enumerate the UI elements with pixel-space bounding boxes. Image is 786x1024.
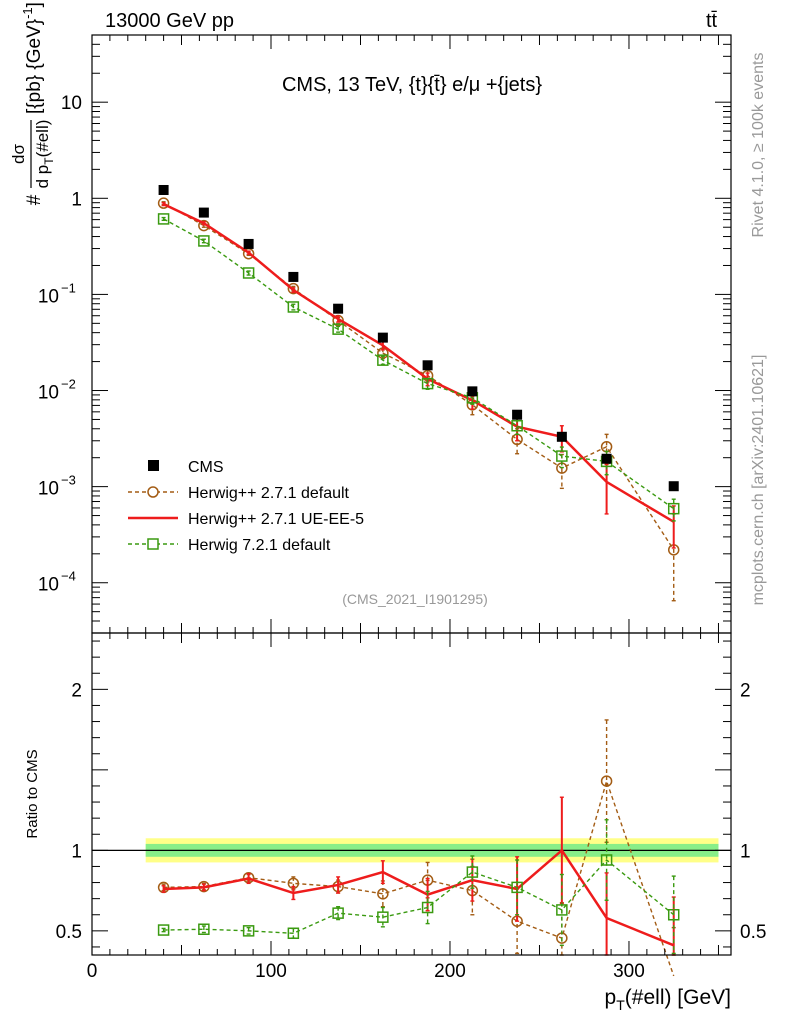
ratio-line-herwig7_default	[163, 859, 675, 934]
main-y-tick-exponent: −1	[61, 280, 76, 295]
main-point	[198, 235, 210, 247]
ratio-point	[198, 923, 210, 935]
main-data-point	[422, 360, 433, 371]
main-data-point	[668, 481, 679, 492]
ratio-point	[242, 925, 255, 937]
header-right: tt̄	[706, 10, 718, 32]
main-point	[511, 419, 523, 432]
main-point	[332, 323, 344, 335]
ratio-plot-area	[92, 838, 731, 863]
main-point	[287, 301, 300, 313]
ratio-y-tick-label-right: 1	[740, 841, 751, 862]
main-y-tick-label: 10 −2	[38, 377, 76, 404]
ratio-line-herwigpp_default	[163, 778, 675, 977]
main-y-tick-base: 10	[38, 286, 59, 307]
main-y-tick-label: 10 −1	[38, 280, 76, 307]
ratio-point	[511, 881, 523, 894]
ratio-y-tick-label: 2	[71, 680, 82, 701]
main-point	[667, 502, 680, 515]
ratio-point	[600, 854, 613, 866]
main-data-point	[556, 431, 567, 442]
ratio-series-herwig7_default	[157, 819, 680, 955]
main-data-point	[288, 271, 299, 282]
main-y-tick-label: 1	[71, 189, 82, 210]
ratio-frame	[91, 632, 732, 956]
ratio-line-herwigpp_ueee5	[163, 848, 675, 947]
x-tick-label: 0	[87, 961, 98, 982]
main-y-tick-label: 10	[61, 93, 82, 114]
main-y-tick-base: 10	[38, 479, 59, 500]
ratio-point	[556, 904, 568, 916]
ratio-point	[377, 911, 389, 923]
ylabel-units: [{pb} {GeV}-1]	[20, 2, 45, 114]
main-point	[242, 267, 255, 279]
main-y-axis-label-text: dσd pT(#ell) # [{pb} {GeV}-1]	[9, 2, 56, 205]
main-data-point	[158, 184, 169, 195]
main-point	[157, 197, 170, 209]
watermark-analysis-id: (CMS_2021_I1901295)	[342, 591, 488, 607]
main-point	[377, 354, 389, 366]
ratio-point	[667, 909, 680, 921]
legend-item-herwigpp_default: Herwig++ 2.7.1 default	[128, 485, 350, 502]
main-point	[287, 282, 300, 295]
main-y-tick-label: 10 −4	[38, 569, 76, 596]
x-tick-label: 200	[434, 961, 466, 982]
main-data-point	[377, 332, 388, 343]
main-line-herwig7_default	[163, 218, 675, 510]
main-point	[556, 450, 568, 462]
x-tick-label: 100	[255, 961, 287, 982]
main-data-point	[601, 453, 612, 464]
legend: CMS Herwig++ 2.7.1 default Herwig++ 2.7.1 …	[128, 459, 364, 554]
ratio-series-herwigpp_ueee5	[161, 796, 676, 956]
legend-item-herwig7_default: Herwig 7.2.1 default	[128, 537, 331, 554]
ratio-point	[466, 866, 479, 878]
ratio-point	[377, 888, 389, 900]
main-series	[157, 184, 680, 602]
ratio-point	[332, 907, 344, 919]
main-data-point	[333, 303, 344, 314]
legend-marker-data	[148, 460, 159, 471]
x-axis-label: pT(#ell) [GeV]	[605, 986, 731, 1013]
main-y-tick-base: 10	[38, 575, 59, 596]
ratio-y-tick-label-right: 0.5	[740, 922, 766, 943]
x-tick-label: 300	[613, 961, 645, 982]
rivet-version-label: Rivet 4.1.0, ≥ 100k events	[750, 53, 767, 238]
main-data-point	[467, 386, 478, 397]
main-y-tick-base: 10	[38, 383, 59, 404]
main-y-tick-exponent: −2	[61, 377, 76, 392]
legend-label: CMS	[188, 459, 224, 476]
main-point	[421, 377, 434, 390]
ratio-y-tick-label: 0.5	[56, 922, 82, 943]
mcplots-source-label: mcplots.cern.ch [arXiv:2401.10621]	[750, 355, 767, 606]
legend-label: Herwig++ 2.7.1 UE-EE-5	[188, 511, 364, 528]
ratio-y-tick-label-right: 2	[740, 680, 751, 701]
legend-marker	[147, 538, 159, 550]
legend-item-herwigpp_ueee5: Herwig++ 2.7.1 UE-EE-5	[128, 511, 364, 528]
ylabel-prefix: #	[24, 194, 45, 205]
ratio-point	[600, 775, 613, 787]
main-point	[157, 213, 170, 225]
legend-item-data: CMS	[148, 459, 224, 476]
main-title: CMS, 13 TeV, {t}{t̄} e/μ +{jets}	[282, 74, 542, 96]
legend-marker	[147, 486, 159, 498]
header-left: 13000 GeV pp	[105, 10, 234, 32]
legend-label: Herwig++ 2.7.1 default	[188, 485, 350, 502]
ratio-y-tick-label: 1	[71, 841, 82, 862]
ratio-point	[157, 924, 170, 936]
legend-label: Herwig 7.2.1 default	[188, 537, 331, 554]
main-data-point	[198, 207, 209, 218]
ylabel-denominator: d pT(#ell)	[33, 120, 56, 189]
ratio-y-axis-label: Ratio to CMS	[24, 749, 41, 838]
main-data-point	[243, 238, 254, 249]
ratio-point	[421, 901, 434, 914]
main-y-tick-exponent: −4	[61, 569, 76, 584]
main-data-point	[512, 409, 523, 420]
main-y-tick-label: 10 −3	[38, 473, 76, 500]
main-y-tick-exponent: −3	[61, 473, 76, 488]
ratio-point	[287, 927, 300, 940]
ylabel-numerator: dσ	[9, 144, 28, 164]
main-line-herwigpp_ueee5	[163, 202, 675, 523]
